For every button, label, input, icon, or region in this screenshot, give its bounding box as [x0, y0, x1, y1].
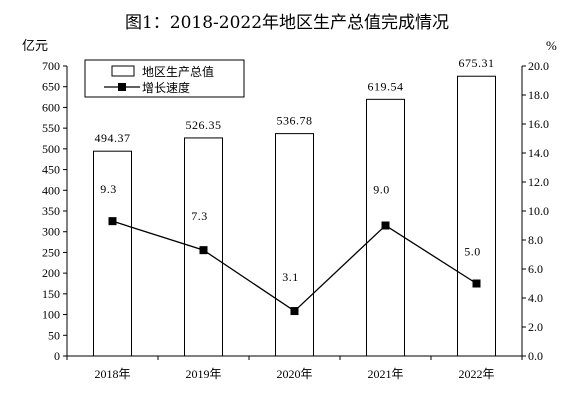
growth-marker: [108, 217, 117, 226]
y-right-tick-label: 8.0: [528, 233, 543, 247]
y-left-unit: 亿元: [22, 38, 48, 53]
y-left-tick-label: 300: [42, 225, 60, 239]
growth-marker: [381, 221, 390, 230]
y-left-tick-label: 200: [42, 266, 60, 280]
y-right-tick-label: 18.0: [528, 88, 549, 102]
y-left-tick-label: 600: [42, 100, 60, 114]
y-right-tick-label: 16.0: [528, 117, 549, 131]
chart-title: 图1：2018-2022年地区生产总值完成情况: [124, 13, 450, 33]
growth-marker: [472, 279, 481, 288]
y-right-tick-label: 6.0: [528, 262, 543, 276]
y-right-tick-label: 14.0: [528, 146, 549, 160]
growth-value-label: 7.3: [191, 209, 208, 223]
bar: [275, 133, 314, 357]
legend-line-marker: [118, 83, 126, 91]
bar-value-label: 526.35: [186, 118, 222, 132]
line-series: [108, 217, 481, 316]
y-left-tick-label: 450: [42, 163, 60, 177]
y-left-tick-label: 700: [42, 59, 60, 73]
axes: 0 50 100 150 200 250 300 350 400 450 500 550 600 650 7…: [22, 38, 557, 381]
y-right-tick-label: 20.0: [528, 59, 549, 73]
y-left-tick-label: 150: [42, 287, 60, 301]
x-tick-label: 2020年: [276, 367, 312, 381]
legend-bar-swatch: [111, 65, 135, 77]
growth-marker: [199, 246, 208, 255]
bar: [457, 75, 496, 357]
x-tick-label: 2018年: [94, 367, 130, 381]
growth-value-label: 9.3: [100, 182, 117, 196]
y-left-tick-label: 500: [42, 142, 60, 156]
x-tick-label: 2022年: [458, 367, 494, 381]
y-right-unit: %: [546, 38, 557, 53]
data-labels: 494.37 526.35 536.78 619.54 675.31 9.3 7.3 3.1 9…: [95, 56, 495, 284]
bar-value-label: 536.78: [277, 114, 313, 128]
y-left-tick-label: 650: [42, 80, 60, 94]
bar-value-label: 619.54: [368, 79, 404, 93]
x-tick-label: 2021年: [367, 367, 403, 381]
legend-line-label: 增长速度: [142, 80, 190, 95]
bar-value-label: 494.37: [95, 131, 131, 145]
growth-value-label: 5.0: [464, 245, 481, 259]
y-right-tick-label: 10.0: [528, 204, 549, 218]
growth-value-label: 9.0: [373, 183, 390, 197]
y-left-tick-label: 400: [42, 183, 60, 197]
legend-bar-label: 地区生产总值: [142, 64, 214, 79]
x-tick-label: 2019年: [185, 367, 221, 381]
growth-value-label: 3.1: [282, 270, 299, 284]
y-right-tick-label: 0.0: [528, 349, 543, 363]
growth-marker: [290, 307, 299, 316]
y-left-tick-label: 50: [48, 328, 60, 342]
y-right-tick-label: 4.0: [528, 291, 543, 305]
y-right-tick-label: 12.0: [528, 175, 549, 189]
bar: [93, 150, 132, 357]
y-left-tick-label: 250: [42, 245, 60, 259]
y-left-tick-label: 550: [42, 121, 60, 135]
y-left-tick-label: 0: [54, 349, 60, 363]
y-right-tick-label: 2.0: [528, 320, 543, 334]
y-left-tick-label: 100: [42, 308, 60, 322]
bar-value-label: 675.31: [459, 56, 495, 70]
y-left-tick-label: 350: [42, 204, 60, 218]
